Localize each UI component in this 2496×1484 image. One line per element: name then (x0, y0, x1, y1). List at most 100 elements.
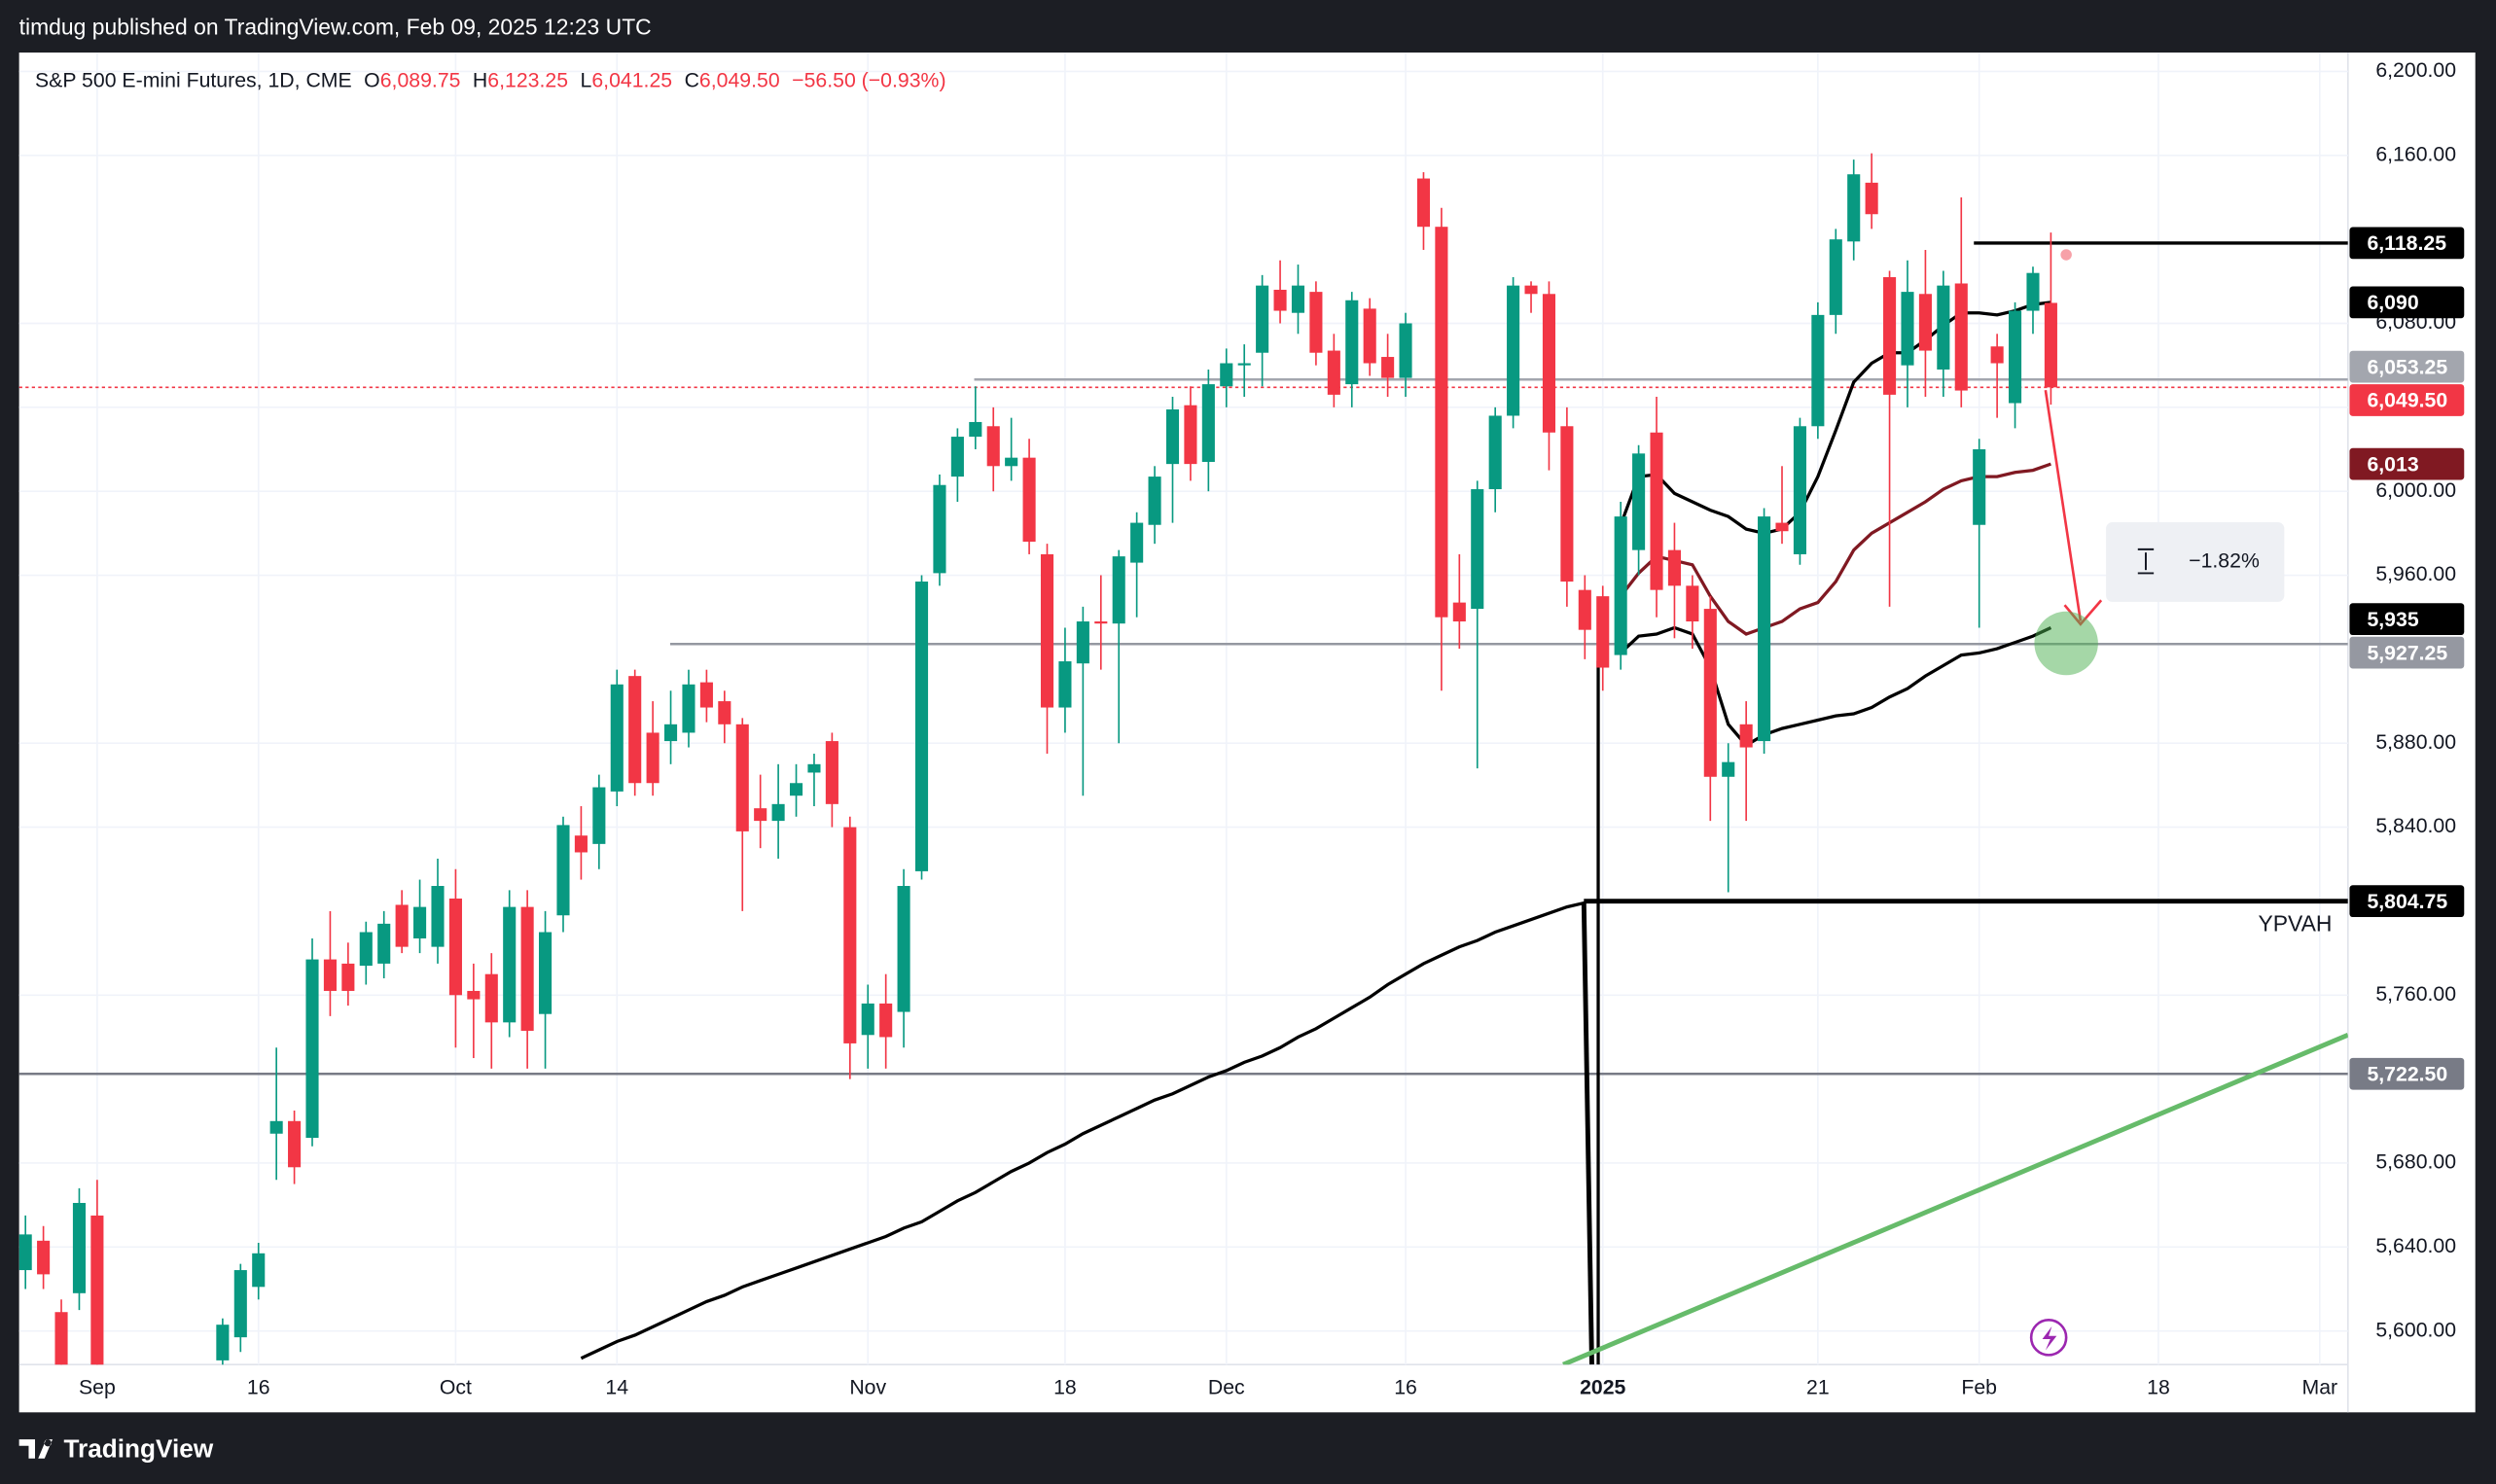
price-badge (2349, 286, 2465, 319)
candle-body (1650, 432, 1663, 590)
candle-body (539, 932, 553, 1014)
candle-body (897, 886, 910, 1012)
candle-body (1201, 384, 1215, 462)
candle-body (556, 825, 570, 916)
legend-key: C (685, 68, 699, 91)
candle-body (1381, 357, 1395, 378)
candle-body (1165, 409, 1180, 465)
candle-body (520, 906, 534, 1031)
candle-body (1005, 457, 1018, 467)
candle-body (1237, 363, 1251, 366)
candle-body (1632, 453, 1646, 550)
candle-body (1452, 602, 1466, 622)
candle-body (1901, 292, 1914, 366)
trend-line (1562, 1033, 2348, 1365)
legend-change: −56.50 (−0.93%) (792, 68, 945, 91)
measure-icon (2137, 548, 2155, 575)
candle-body (735, 724, 749, 831)
price-badge-label: 5,935 (2367, 608, 2418, 631)
indicator-line (1619, 300, 2051, 536)
anchor-line (1581, 902, 1594, 1365)
legend: S&P 500 E-mini Futures, 1D, CME O6,089.7… (35, 68, 946, 91)
candle-body (969, 421, 982, 438)
price-badges: 6,118.25 6,090 6,053.25 6,049.50 6,013 5,935 5… (2349, 227, 2465, 1090)
price-badge-label: 6,013 (2367, 452, 2418, 476)
candle-body (54, 1312, 68, 1365)
candles (18, 153, 2057, 1365)
candle-body (1291, 285, 1305, 313)
candle-body (484, 973, 498, 1023)
candle-body (503, 906, 517, 1023)
candle-body (1578, 589, 1591, 630)
candle-body (1811, 314, 1825, 427)
x-tick-label: Sep (79, 1375, 116, 1398)
candle-body (1973, 449, 1986, 525)
price-badge (2349, 603, 2465, 636)
annotations: −1.82% (2029, 249, 2285, 1357)
candle-body (90, 1215, 104, 1365)
candle-body (1829, 239, 1842, 315)
y-tick-label: 5,840.00 (2375, 814, 2456, 837)
footer-logo[interactable]: TradingView (18, 1434, 214, 1464)
x-tick-label: 18 (1053, 1375, 1077, 1398)
x-tick-label: Oct (440, 1375, 472, 1398)
candle-body (395, 904, 409, 947)
y-tick-label: 5,880.00 (2375, 730, 2456, 754)
chart-background (18, 53, 2476, 1413)
candle-body (431, 886, 445, 947)
candle-body (1094, 621, 1108, 624)
legend-value: 6,123.25 (487, 68, 568, 91)
candle-body (1703, 609, 1717, 777)
legend-value: 6,089.75 (380, 68, 461, 91)
x-tick-label: 2025 (1580, 1375, 1625, 1398)
price-badge-label: 6,090 (2367, 291, 2418, 314)
candle-body (1542, 294, 1556, 433)
candle-body (1775, 522, 1789, 532)
candle-body (664, 724, 678, 742)
candle-body (2009, 310, 2022, 404)
candle-body (1435, 227, 1448, 618)
y-tick-label: 6,000.00 (2375, 478, 2456, 502)
price-badge (2349, 447, 2465, 480)
candle-body (879, 1003, 893, 1038)
x-tick-label: 21 (1806, 1375, 1830, 1398)
candle-body (1022, 457, 1036, 543)
candle-body (413, 906, 427, 938)
candle-body (771, 803, 785, 822)
candle-body (1345, 300, 1359, 385)
candle-body (359, 932, 373, 967)
y-tick-label: 5,600.00 (2375, 1318, 2456, 1341)
candle-body (950, 437, 964, 477)
y-tick-label: 5,760.00 (2375, 982, 2456, 1006)
candle-body (1937, 285, 1950, 370)
legend-value: 6,041.25 (591, 68, 672, 91)
x-tick-label: Feb (1961, 1375, 1997, 1398)
candle-body (1667, 549, 1681, 586)
price-badge-label: 5,804.75 (2367, 890, 2447, 913)
candle-body (1596, 596, 1610, 668)
candle-body (807, 763, 821, 773)
candle-body (610, 684, 624, 792)
candle-body (467, 990, 481, 1000)
y-tick-label: 6,160.00 (2375, 142, 2456, 165)
candle-body (699, 682, 713, 708)
price-badge (2349, 384, 2465, 416)
candle-body (252, 1253, 266, 1288)
candle-body (1273, 289, 1287, 311)
lightning-icon[interactable] (2029, 1319, 2068, 1357)
legend-key: L (581, 68, 592, 91)
x-tick-label: Dec (1208, 1375, 1245, 1398)
candle-body (1686, 585, 1699, 622)
x-tick-label: 16 (1394, 1375, 1417, 1398)
price-badge (2349, 227, 2465, 260)
candle-body (2026, 272, 2040, 311)
candle-body (718, 701, 731, 724)
candle-body (233, 1270, 247, 1338)
candle-body (1524, 285, 1538, 295)
x-tick-label: Mar (2302, 1375, 2338, 1398)
candle-body (1148, 477, 1161, 525)
y-tick-label: 5,960.00 (2375, 562, 2456, 585)
candle-body (914, 582, 929, 871)
